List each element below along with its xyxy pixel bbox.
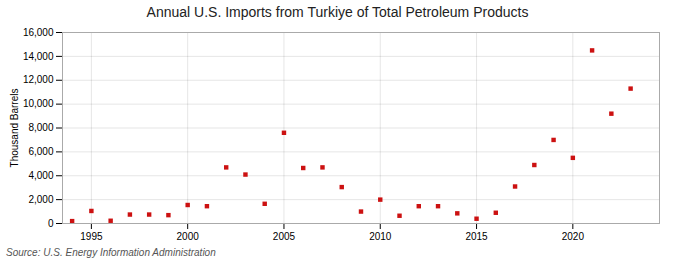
svg-text:0: 0: [48, 218, 54, 229]
svg-text:6,000: 6,000: [28, 146, 53, 157]
svg-text:12,000: 12,000: [23, 74, 54, 85]
html-text:Source: U.S. Energy Informatio: Source: U.S. Energy Information Administ…: [6, 247, 216, 258]
svg-text:16,000: 16,000: [23, 27, 54, 38]
svg-text:1995: 1995: [80, 231, 103, 242]
svg-text:2010: 2010: [369, 231, 392, 242]
svg-text:2,000: 2,000: [28, 194, 53, 205]
svg-text:2015: 2015: [465, 231, 488, 242]
html-text:Annual U.S. Imports from Turki: Annual U.S. Imports from Turkiye of Tota…: [146, 4, 529, 20]
svg-text:Thousand Barrels: Thousand Barrels: [9, 89, 20, 168]
svg-text:2005: 2005: [273, 231, 296, 242]
svg-text:2020: 2020: [562, 231, 585, 242]
svg-text:8,000: 8,000: [28, 122, 53, 133]
svg-text:10,000: 10,000: [23, 98, 54, 109]
svg-text:14,000: 14,000: [23, 51, 54, 62]
svg-text:4,000: 4,000: [28, 170, 53, 181]
svg-text:2000: 2000: [177, 231, 200, 242]
